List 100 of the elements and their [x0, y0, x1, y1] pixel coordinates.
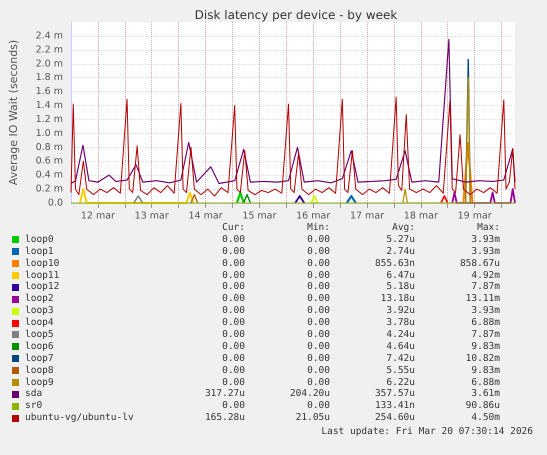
- legend-label: loop7: [25, 352, 55, 365]
- text: 0.00: [221, 364, 245, 377]
- text: Cur:: [221, 222, 245, 234]
- legend-label: loop9: [25, 376, 55, 388]
- text: 9.83m: [470, 364, 500, 377]
- legend-label: loop4: [25, 317, 55, 330]
- text: 0.00: [306, 329, 330, 341]
- text: 858.67u: [458, 258, 500, 270]
- text: 0.00: [306, 234, 330, 246]
- text: 0.00: [306, 305, 330, 318]
- legend-label: loop1: [25, 246, 55, 258]
- legend-label: ubuntu-vg/ubuntu-lv: [25, 412, 135, 424]
- legend-label: loop8: [25, 364, 55, 377]
- y-tick-label: 1.2 m: [36, 114, 63, 125]
- y-tick-label: 0.2 m: [36, 184, 63, 195]
- text: 0.00: [306, 376, 330, 388]
- y-tick-label: 0.0: [48, 198, 63, 208]
- text: 0.00: [306, 281, 330, 294]
- legend-label: loop5: [25, 329, 55, 341]
- y-tick-label: 0.6 m: [36, 156, 63, 167]
- text: 0.00: [306, 340, 330, 353]
- y-tick-label: 0.8 m: [36, 142, 63, 153]
- text: 4.24u: [385, 329, 415, 341]
- text: 0.00: [221, 400, 245, 412]
- text: 0.00: [221, 270, 245, 282]
- text: 0.00: [306, 317, 330, 330]
- y-tick-label: 2.0 m: [36, 58, 63, 70]
- text: Avg:: [391, 222, 415, 234]
- text: 7.42u: [385, 352, 415, 365]
- x-tick-label: 13 mar: [134, 210, 169, 222]
- text: 3.93m: [470, 246, 500, 258]
- y-tick-label: 2.4 m: [36, 30, 63, 42]
- x-tick-label: 15 mar: [242, 210, 276, 222]
- legend-label: sda: [25, 388, 44, 400]
- chart-title: Disk latency per device - by week: [194, 8, 398, 22]
- x-tick-label: 14 mar: [188, 210, 223, 222]
- text: 3.61m: [470, 388, 500, 400]
- text: 0.00: [221, 246, 245, 258]
- legend-label: loop11: [25, 270, 60, 282]
- y-tick-label: 0.4 m: [36, 170, 63, 181]
- y-tick-label: 1.6 m: [36, 86, 63, 98]
- text: 0.00: [221, 234, 245, 246]
- legend-label: loop2: [25, 293, 55, 306]
- text: 0.00: [306, 364, 330, 377]
- text: 9.83m: [470, 340, 500, 353]
- text: 0.00: [306, 293, 330, 306]
- text: 0.00: [221, 317, 245, 330]
- text: Last update: Fri Mar 20 07:30:14 2026: [321, 426, 533, 437]
- text: 21.05u: [294, 412, 330, 424]
- text: 5.18u: [385, 281, 415, 294]
- text: 4.50m: [470, 412, 500, 424]
- legend-label: sr0: [25, 400, 44, 412]
- text: 133.41n: [374, 400, 415, 412]
- text: 7.87m: [470, 281, 500, 294]
- text: 0.00: [221, 376, 245, 388]
- text: 2.74u: [385, 246, 415, 258]
- legend-label: loop6: [25, 340, 55, 353]
- text: 0.00: [306, 258, 330, 270]
- legend-label: loop0: [25, 234, 55, 246]
- text: 3.93m: [470, 305, 500, 318]
- y-tick-label: 1.4 m: [36, 100, 63, 112]
- text: 3.78u: [385, 317, 415, 330]
- y-tick-label: 1.8 m: [36, 72, 63, 84]
- text: 0.00: [306, 246, 330, 258]
- text: 4.64u: [385, 340, 415, 353]
- y-tick-label: 2.2 m: [36, 44, 63, 56]
- text: 0.00: [221, 258, 245, 270]
- text: 13.11m: [464, 293, 500, 306]
- text: 6.47u: [385, 270, 415, 282]
- text: 3.93m: [470, 234, 500, 246]
- text: 0.00: [306, 352, 330, 365]
- x-tick-label: 19 mar: [458, 210, 492, 222]
- y-axis-title: Average IO Wait (seconds): [7, 40, 20, 186]
- text: 4.92m: [470, 270, 500, 282]
- x-tick-label: 12 mar: [80, 210, 116, 222]
- text: 7.87m: [470, 329, 500, 341]
- text: 254.60u: [374, 412, 415, 424]
- text: 0.00: [221, 352, 245, 365]
- text: 0.00: [306, 270, 330, 282]
- x-tick-label: 16 mar: [296, 210, 330, 222]
- text: 0.00: [221, 281, 245, 294]
- text: 6.88m: [470, 317, 500, 330]
- text: 0.00: [221, 340, 245, 353]
- text: 90.86u: [464, 400, 500, 412]
- text: 6.88m: [470, 376, 500, 388]
- legend-label: loop3: [25, 305, 55, 318]
- x-tick-label: 18 mar: [404, 210, 438, 222]
- text: 5.27u: [385, 234, 415, 246]
- text: 204.20u: [288, 388, 330, 400]
- text: 13.18u: [380, 293, 415, 306]
- legend-label: loop12: [25, 281, 60, 294]
- legend-label: loop10: [25, 258, 60, 270]
- text: Max:: [476, 222, 500, 234]
- text: 5.55u: [385, 364, 415, 377]
- text: 855.63n: [374, 258, 415, 270]
- text: 0.00: [221, 329, 245, 341]
- x-tick-label: 17 mar: [350, 210, 384, 222]
- text: 0.00: [306, 400, 330, 412]
- text: 10.82m: [464, 352, 500, 365]
- text: 317.27u: [204, 388, 245, 400]
